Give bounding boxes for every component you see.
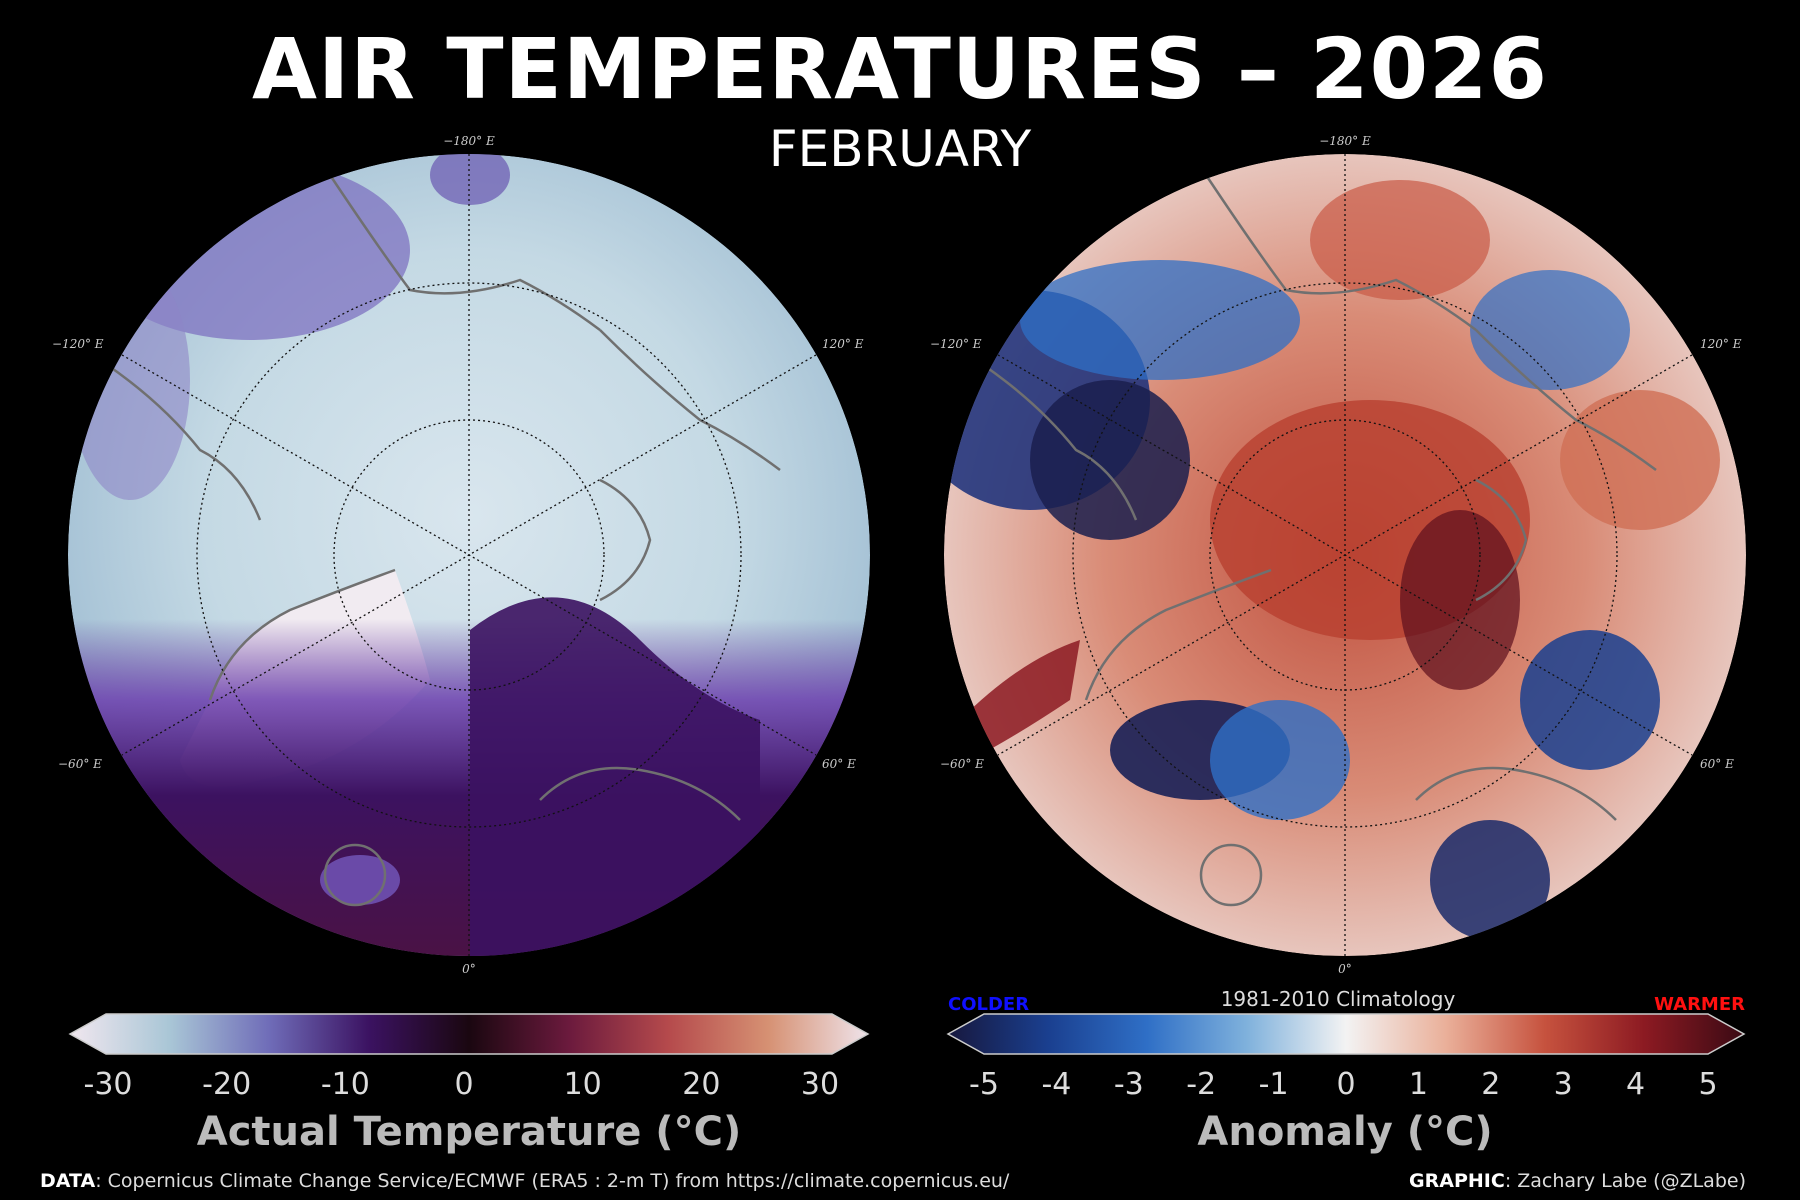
page-subtitle: FEBRUARY [768, 120, 1032, 178]
coord-label-lower-left: −60° E [940, 757, 984, 771]
coord-label-upper-left: −120° E [930, 337, 982, 351]
anomaly-colorbar: 1981-2010 Climatology COLDER WARMER -5 -4… [946, 987, 1746, 1155]
colorbar-tick-label: 3 [1554, 1067, 1573, 1102]
climatology-label: 1981-2010 Climatology [1221, 987, 1456, 1011]
actual-colorbar-label: Actual Temperature (°C) [197, 1109, 741, 1155]
coord-label-bottom: 0° [1338, 962, 1352, 976]
colorbar-tick-label: -20 [202, 1067, 251, 1102]
data-credit: DATA: Copernicus Climate Change Service/… [40, 1170, 1009, 1192]
actual-temperature-map: −180° E −120° E 120° E −60° E 60° E 0° [52, 134, 870, 976]
graphic-credit-label: GRAPHIC [1409, 1170, 1505, 1192]
page-title: AIR TEMPERATURES – 2026 [252, 20, 1548, 118]
colorbar-tick-label: 30 [801, 1067, 839, 1102]
colorbar-tick-label: 2 [1481, 1067, 1500, 1102]
coord-label-top: −180° E [443, 134, 495, 148]
coord-label-bottom: 0° [462, 962, 476, 976]
colorbar-tick-label: -5 [969, 1067, 999, 1102]
warmer-label: WARMER [1654, 994, 1745, 1015]
coord-label-upper-right: 120° E [822, 337, 864, 351]
data-credit-text: : Copernicus Climate Change Service/ECMW… [95, 1170, 1010, 1192]
coord-label-lower-left: −60° E [58, 757, 102, 771]
colder-label: COLDER [948, 994, 1029, 1015]
colorbar-tick-label: 0 [454, 1067, 473, 1102]
colorbar-tick-label: -10 [321, 1067, 370, 1102]
colorbar-tick-label: 5 [1698, 1067, 1717, 1102]
actual-colorbar-ticks: -30 -20 -10 0 10 20 30 [84, 1067, 840, 1102]
colorbar-tick-label: -1 [1259, 1067, 1289, 1102]
colorbar-tick-label: 0 [1336, 1067, 1355, 1102]
graphic-credit: GRAPHIC: Zachary Labe (@ZLabe) [1409, 1170, 1746, 1192]
colorbar-tick-label: -2 [1186, 1067, 1216, 1102]
anomaly-colorbar-ticks: -5 -4 -3 -2 -1 0 1 2 3 4 5 [969, 1067, 1718, 1102]
colorbar-tick-label: 10 [564, 1067, 602, 1102]
anomaly-map: −180° E −120° E 120° E −60° E 60° E 0° [930, 134, 1746, 976]
colorbar-tick-label: -3 [1114, 1067, 1144, 1102]
colorbar-tick-label: -30 [84, 1067, 133, 1102]
coord-label-top: −180° E [1319, 134, 1371, 148]
colorbar-tick-label: 1 [1409, 1067, 1428, 1102]
coord-label-upper-right: 120° E [1700, 337, 1742, 351]
data-credit-label: DATA [40, 1170, 96, 1192]
coord-label-lower-right: 60° E [822, 757, 856, 771]
colorbar-tick-label: 20 [682, 1067, 720, 1102]
colorbar-tick-label: -4 [1041, 1067, 1071, 1102]
actual-temperature-colorbar: -30 -20 -10 0 10 20 30 Actual Temperature (°C) [68, 1013, 870, 1155]
graphic-credit-text: : Zachary Labe (@ZLabe) [1504, 1170, 1746, 1192]
anomaly-colorbar-label: Anomaly (°C) [1197, 1109, 1492, 1155]
coord-label-lower-right: 60° E [1700, 757, 1734, 771]
coord-label-upper-left: −120° E [52, 337, 104, 351]
colorbar-tick-label: 4 [1626, 1067, 1645, 1102]
